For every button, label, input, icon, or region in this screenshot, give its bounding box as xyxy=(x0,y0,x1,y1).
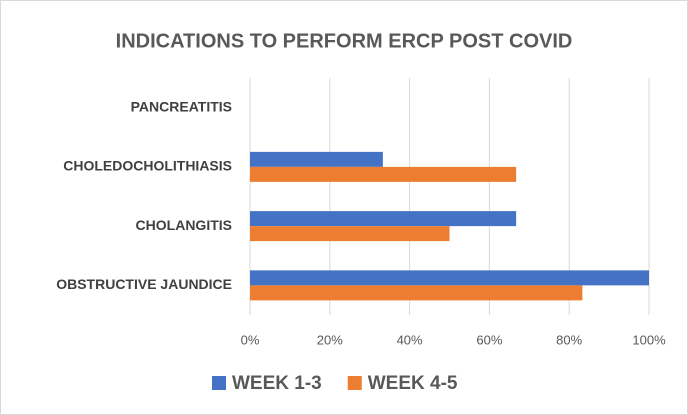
bar xyxy=(250,211,517,227)
y-tick-label: OBSTRUCTIVE JAUNDICE xyxy=(56,276,232,292)
legend-label: WEEK 4-5 xyxy=(368,373,458,394)
x-tick-label: 0% xyxy=(241,332,260,347)
x-tick-label: 20% xyxy=(317,332,343,347)
bar xyxy=(250,270,649,286)
x-tick-label: 40% xyxy=(397,332,423,347)
legend-swatch xyxy=(347,376,362,390)
x-tick-label: 60% xyxy=(476,332,502,347)
y-tick-label: CHOLANGITIS xyxy=(136,217,232,233)
legend-swatch xyxy=(212,376,226,390)
bar xyxy=(250,285,583,301)
x-tick-label: 100% xyxy=(632,332,666,347)
bar xyxy=(250,166,517,182)
y-tick-label: PANCREATITIS xyxy=(131,98,232,114)
chart-title: INDICATIONS TO PERFORM ERCP POST COVID xyxy=(116,30,573,52)
legend-label: WEEK 1-3 xyxy=(232,373,322,394)
bar xyxy=(250,226,450,242)
bar xyxy=(250,151,383,167)
y-tick-label: CHOLEDOCHOLITHIASIS xyxy=(63,158,232,174)
x-tick-label: 80% xyxy=(556,332,582,347)
